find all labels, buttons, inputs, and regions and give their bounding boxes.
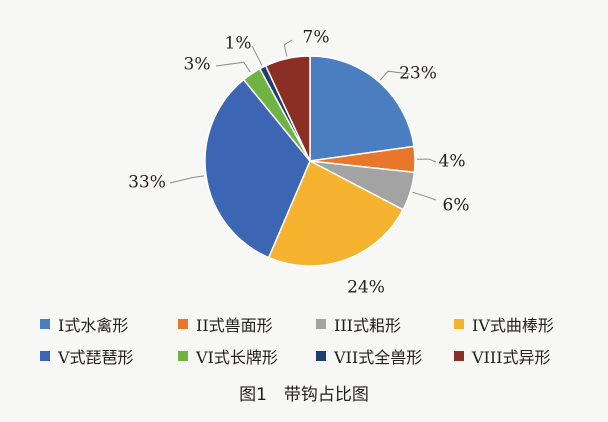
legend-item: II式兽面形: [178, 312, 316, 336]
data-label: 24%: [347, 278, 385, 298]
legend-swatch: [316, 351, 326, 361]
data-label: 1%: [225, 34, 252, 54]
legend-item: IV式曲棒形: [454, 312, 592, 336]
legend-label: I式水禽形: [58, 316, 129, 335]
leader-line: [251, 45, 263, 66]
legend-item: VII式全兽形: [316, 344, 454, 368]
leader-line: [169, 175, 205, 184]
legend-label: V式琵琶形: [58, 348, 134, 367]
legend-swatch: [178, 351, 188, 361]
legend-item: V式琵琶形: [40, 344, 178, 368]
pie-slice: [267, 159, 405, 267]
legend-item: I式水禽形: [40, 312, 178, 336]
data-label: 33%: [128, 173, 166, 193]
legend-item: VIII式异形: [454, 344, 592, 368]
figure-caption: 图1 带钩占比图: [239, 385, 369, 405]
legend: I式水禽形 II式兽面形 III式耜形 IV式曲棒形 V式琵琶形 VI式长牌形 VII式全兽…: [40, 312, 600, 368]
leader-line: [283, 39, 293, 57]
legend-label: VIII式异形: [472, 348, 551, 367]
pie-slice: [264, 55, 311, 162]
legend-item: VI式长牌形: [178, 344, 316, 368]
legend-swatch: [454, 351, 464, 361]
legend-item: III式耜形: [316, 312, 454, 336]
legend-swatch: [40, 351, 50, 361]
leader-line: [215, 61, 251, 73]
pie-slice: [309, 55, 415, 162]
legend-label: IV式曲棒形: [472, 316, 554, 335]
data-label: 4%: [439, 152, 466, 172]
pie-chart: 23% 4% 6% 24% 33% 3% 1% 7%: [128, 28, 470, 298]
data-label: 3%: [184, 55, 211, 75]
legend-swatch: [40, 319, 50, 329]
legend-label: VII式全兽形: [334, 348, 423, 367]
data-label: 7%: [303, 28, 330, 48]
legend-label: VI式长牌形: [196, 348, 278, 367]
legend-swatch: [454, 319, 464, 329]
leader-line: [379, 70, 411, 81]
data-label: 6%: [443, 196, 470, 216]
legend-label: III式耜形: [334, 316, 401, 335]
legend-label: II式兽面形: [196, 316, 273, 335]
leader-line: [412, 191, 437, 201]
data-label: 23%: [399, 64, 437, 84]
legend-swatch: [316, 319, 326, 329]
leader-line: [416, 158, 437, 163]
pie-slice: [204, 78, 311, 259]
legend-swatch: [178, 319, 188, 329]
